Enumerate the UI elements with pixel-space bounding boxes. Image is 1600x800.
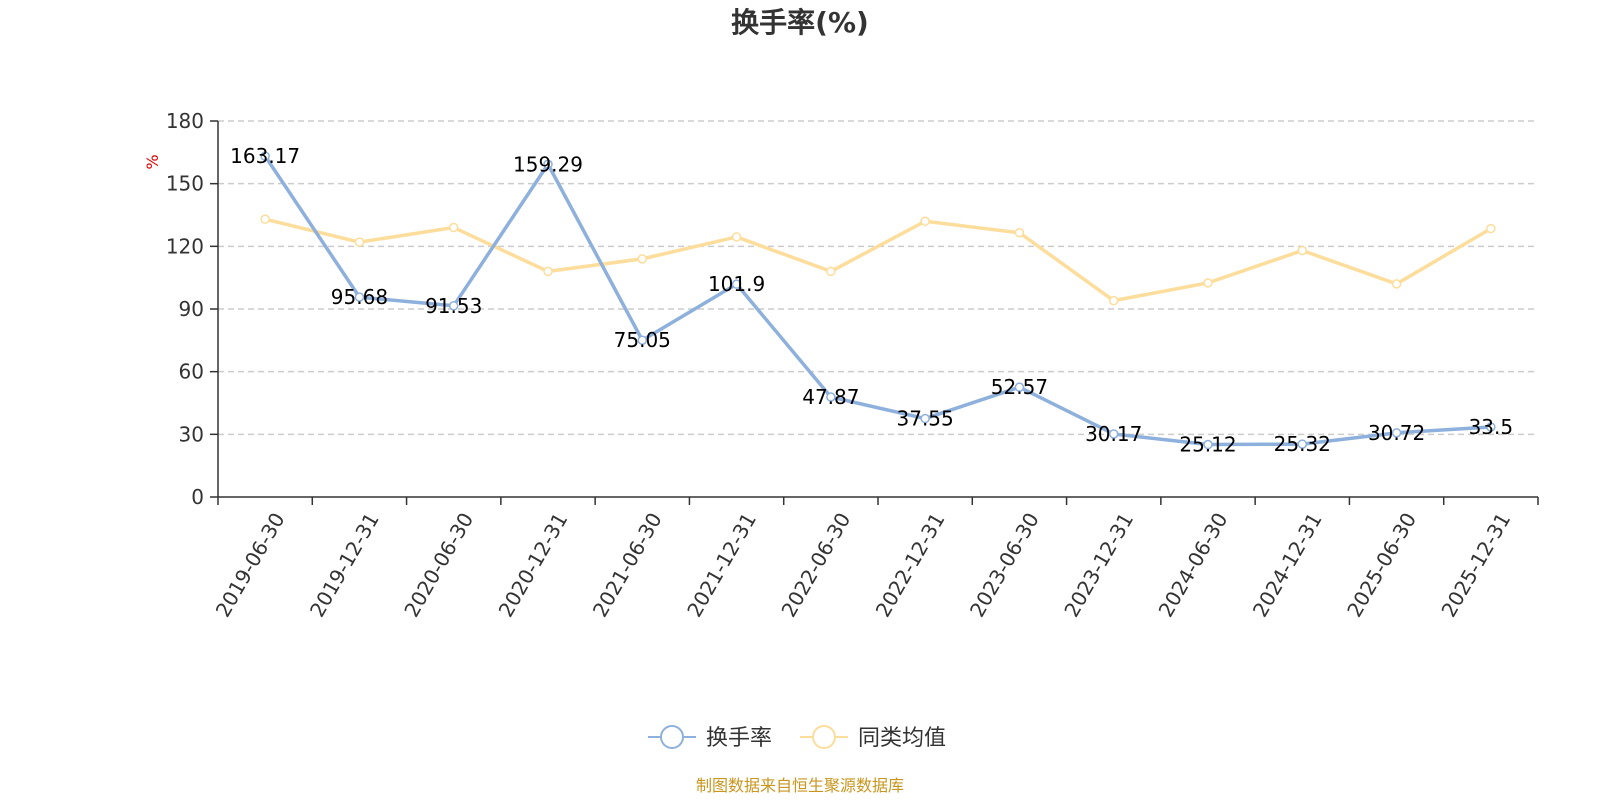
legend-label: 同类均值	[858, 726, 946, 751]
data-point[interactable]	[1203, 278, 1213, 288]
y-tick-label: 30	[179, 422, 204, 446]
data-point[interactable]	[543, 266, 553, 277]
series-line-1	[264, 217, 1492, 303]
data-point[interactable]	[920, 216, 930, 227]
data-point[interactable]	[260, 151, 270, 161]
y-tick-label: 60	[179, 360, 204, 384]
x-tick-label: 2024-06-30	[1154, 509, 1233, 622]
x-tick-label: 2025-06-30	[1342, 509, 1421, 622]
data-label: 95.68	[331, 285, 388, 309]
x-tick-label: 2025-12-31	[1436, 509, 1515, 622]
data-point[interactable]	[354, 237, 365, 247]
data-label: 30.72	[1368, 421, 1425, 445]
x-tick-label: 2023-06-30	[965, 509, 1044, 622]
data-labels: 163.17 95.68 91.53 159.29 75.05 101.9 47.87 37.…	[230, 144, 1513, 456]
x-tick-label: 2019-06-30	[211, 509, 290, 622]
y-tick-label: 0	[191, 485, 204, 509]
data-point[interactable]	[731, 279, 742, 289]
y-tick-label: 150	[166, 172, 204, 196]
legend[interactable]: 换手率 同类均值	[648, 725, 946, 751]
data-label: 91.53	[425, 294, 482, 318]
data-point[interactable]	[1014, 228, 1025, 238]
x-tick-label: 2022-06-30	[776, 509, 855, 622]
data-point[interactable]	[448, 301, 459, 311]
data-point[interactable]	[1391, 428, 1402, 438]
y-axis-unit: %	[143, 154, 162, 169]
data-label: 47.87	[802, 385, 859, 409]
data-label: 37.55	[897, 407, 954, 431]
data-point[interactable]	[826, 392, 836, 402]
data-label: 163.17	[230, 144, 300, 168]
legend-item-0[interactable]: 换手率	[648, 725, 772, 751]
data-point[interactable]	[543, 159, 553, 170]
data-point[interactable]	[1297, 245, 1308, 256]
data-point[interactable]	[1486, 223, 1496, 234]
series-group	[260, 151, 1496, 450]
data-point[interactable]	[1297, 439, 1308, 449]
legend-marker-icon	[660, 725, 684, 749]
data-label: 25.32	[1274, 432, 1331, 456]
data-point[interactable]	[1108, 295, 1119, 306]
series-line-0	[263, 155, 1491, 447]
x-tick-label: 2023-12-31	[1059, 509, 1138, 622]
data-point[interactable]	[1108, 429, 1119, 439]
data-label: 25.12	[1179, 433, 1236, 457]
x-tick-label: 2021-06-30	[588, 509, 667, 622]
data-label: 33.5	[1469, 415, 1514, 439]
data-point[interactable]	[448, 222, 459, 233]
y-tick-label: 180	[166, 109, 204, 133]
data-label: 75.05	[614, 328, 671, 352]
y-tick-label: 120	[166, 234, 204, 258]
data-point[interactable]	[637, 335, 648, 345]
x-tick-label: 2019-12-31	[305, 509, 384, 622]
data-point[interactable]	[354, 292, 365, 302]
data-label: 30.17	[1085, 422, 1142, 446]
data-label: 159.29	[513, 152, 583, 176]
y-axis: 0 30 60 90 120 150 180	[166, 109, 219, 509]
data-point[interactable]	[1203, 439, 1213, 450]
data-point[interactable]	[1486, 422, 1496, 432]
legend-marker-icon	[812, 725, 836, 749]
data-point[interactable]	[826, 266, 836, 277]
source-note: 制图数据来自恒生聚源数据库	[696, 776, 904, 795]
data-point[interactable]	[731, 232, 742, 242]
x-axis: 2019-06-30 2019-12-31 2020-06-30 2020-12-31…	[211, 496, 1539, 622]
data-label: 52.57	[991, 375, 1048, 399]
chart-title: 换手率(%)	[731, 6, 869, 39]
x-tick-label: 2022-12-31	[871, 508, 950, 621]
x-tick-label: 2021-12-31	[682, 509, 761, 622]
data-point[interactable]	[1014, 382, 1025, 392]
data-point[interactable]	[920, 413, 930, 424]
data-label: 101.9	[708, 272, 765, 296]
x-tick-label: 2024-12-31	[1248, 509, 1327, 622]
legend-label: 换手率	[706, 726, 772, 751]
data-point[interactable]	[1391, 279, 1402, 289]
x-tick-label: 2020-12-31	[494, 509, 573, 622]
data-point[interactable]	[637, 254, 648, 264]
legend-item-1[interactable]: 同类均值	[800, 725, 946, 751]
data-point[interactable]	[260, 214, 270, 224]
grid-lines	[218, 120, 1538, 436]
x-tick-label: 2020-06-30	[399, 509, 478, 622]
y-tick-label: 90	[179, 297, 204, 321]
